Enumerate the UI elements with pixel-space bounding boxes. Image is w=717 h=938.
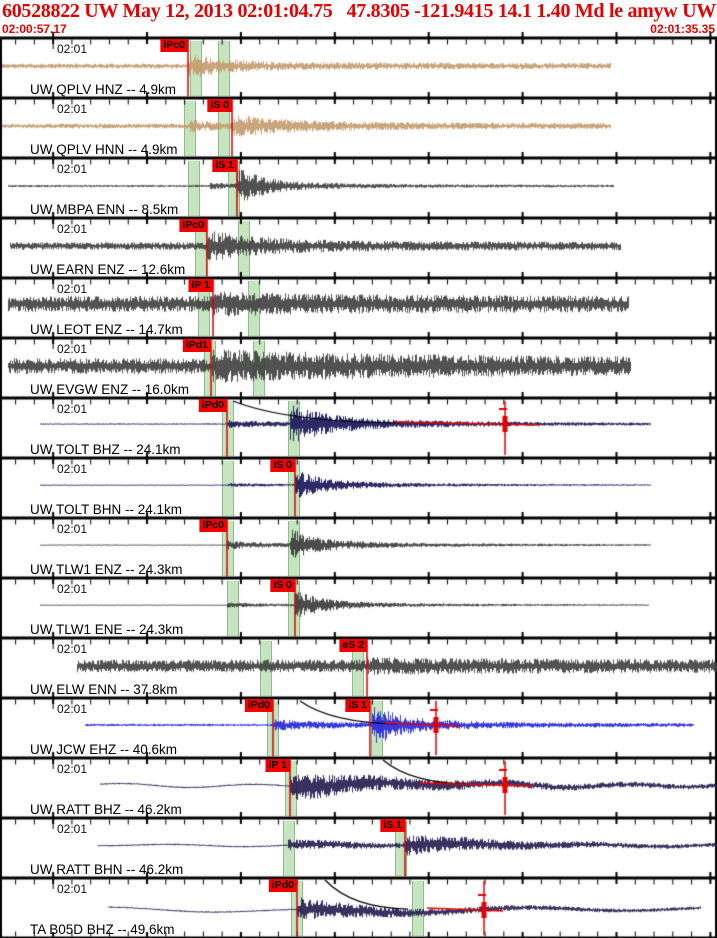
phase-pick-flag[interactable]: iS 1 — [212, 159, 237, 172]
trace-panel[interactable]: 02:01 TA B05D BHZ -- 49.6km iPd0 — [0, 878, 717, 938]
phase-pick-flag[interactable]: iPd0 — [244, 699, 273, 712]
pick-window-highlight — [283, 821, 295, 876]
phase-pick-flag[interactable]: iP 1 — [188, 279, 213, 292]
minute-label: 02:01 — [57, 222, 88, 236]
station-channel-label: UW LEOT ENZ -- 14.7km — [30, 322, 183, 337]
pick-window-highlight — [227, 581, 239, 636]
minute-label: 02:01 — [57, 42, 88, 56]
minute-label: 02:01 — [57, 282, 88, 296]
minute-label: 02:01 — [57, 702, 88, 716]
pick-window-highlight — [248, 281, 260, 336]
station-channel-label: UW QPLV HNN -- 4.9km — [30, 142, 178, 157]
trace-panel[interactable]: 02:01 UW ELW ENN -- 37.8km eS 2 — [0, 638, 717, 698]
pick-window-highlight — [371, 701, 383, 756]
window-end-time: 02:01:35.35 — [650, 22, 715, 36]
minute-label: 02:01 — [57, 642, 88, 656]
phase-pick-flag[interactable]: iPd0 — [198, 399, 227, 412]
phase-pick-flag[interactable]: iS 0 — [270, 579, 295, 592]
phase-pick-flag[interactable]: iP 1 — [265, 759, 290, 772]
window-start-time: 02:00:57.17 — [2, 22, 67, 36]
station-channel-label: UW ELW ENN -- 37.8km — [30, 682, 178, 697]
phase-pick-flag[interactable]: iPc0 — [179, 219, 207, 232]
minute-label: 02:01 — [57, 402, 88, 416]
minute-label: 02:01 — [57, 162, 88, 176]
time-window-row: 02:00:57.17 02:01:35.35 — [0, 22, 717, 37]
minute-label: 02:01 — [57, 882, 88, 896]
phase-pick-flag[interactable]: iPc0 — [160, 39, 188, 52]
phase-pick-flag[interactable]: iPd0 — [268, 879, 297, 892]
station-channel-label: UW TOLT BHZ -- 24.1km — [30, 442, 181, 457]
pick-window-highlight — [288, 521, 300, 576]
phase-pick-flag[interactable]: iS 1 — [345, 699, 370, 712]
pick-window-highlight — [190, 41, 202, 96]
pick-window-highlight — [218, 41, 230, 96]
station-channel-label: UW EARN ENZ -- 12.6km — [30, 262, 186, 277]
phase-pick-flag[interactable]: iPd1 — [182, 339, 211, 352]
pick-window-highlight — [222, 461, 234, 516]
trace-panel[interactable]: 02:01 UW RATT BHZ -- 46.2km iP 1 — [0, 758, 717, 818]
pick-window-highlight — [238, 221, 250, 276]
phase-pick-flag[interactable]: iPc0 — [199, 519, 227, 532]
minute-label: 02:01 — [57, 822, 88, 836]
phase-pick-flag[interactable]: iS 0 — [207, 99, 232, 112]
station-channel-label: UW RATT BHZ -- 46.2km — [30, 802, 182, 817]
pick-window-highlight — [288, 401, 300, 456]
pick-window-highlight — [188, 161, 200, 216]
phase-pick-flag[interactable]: eS 2 — [339, 639, 367, 652]
station-channel-label: TA B05D BHZ -- 49.6km — [30, 922, 175, 937]
trace-panel[interactable]: 02:01 UW TOLT BHN -- 24.1km iS 0 — [0, 458, 717, 518]
station-channel-label: UW EVGW ENZ -- 16.0km — [30, 382, 190, 397]
minute-label: 02:01 — [57, 582, 88, 596]
trace-panel[interactable]: 02:01 UW TOLT BHZ -- 24.1km iPd0 — [0, 398, 717, 458]
station-channel-label: UW TOLT BHN -- 24.1km — [30, 502, 183, 517]
trace-panel[interactable]: 02:01 UW TLW1 ENE -- 24.3km iS 0 — [0, 578, 717, 638]
minute-label: 02:01 — [57, 522, 88, 536]
station-channel-label: UW JCW EHZ -- 40.6km — [30, 742, 177, 757]
trace-panel[interactable]: 02:01 UW TLW1 ENZ -- 24.3km iPc0 — [0, 518, 717, 578]
station-channel-label: UW RATT BHN -- 46.2km — [30, 862, 184, 877]
trace-panel[interactable]: 02:01 UW EARN ENZ -- 12.6km iPc0 — [0, 218, 717, 278]
minute-label: 02:01 — [57, 462, 88, 476]
phase-pick-flag[interactable]: iS 1 — [380, 819, 405, 832]
station-channel-label: UW QPLV HNZ -- 4.9km — [30, 82, 177, 97]
station-channel-label: UW TLW1 ENZ -- 24.3km — [30, 562, 183, 577]
station-channel-label: UW MBPA ENN -- 8.5km — [30, 202, 179, 217]
pick-window-highlight — [253, 341, 265, 396]
trace-panel[interactable]: 02:01 UW LEOT ENZ -- 14.7km iP 1 — [0, 278, 717, 338]
pick-window-highlight — [184, 101, 196, 156]
trace-panel[interactable]: 02:01 UW JCW EHZ -- 40.6km iPd0 iS 1 — [0, 698, 717, 758]
trace-panel[interactable]: 02:01 UW QPLV HNN -- 4.9km iS 0 — [0, 98, 717, 158]
minute-label: 02:01 — [57, 102, 88, 116]
phase-pick-flag[interactable]: iS 0 — [270, 459, 295, 472]
pick-window-highlight — [412, 881, 424, 936]
minute-label: 02:01 — [57, 762, 88, 776]
trace-panel[interactable]: 02:01 UW EVGW ENZ -- 16.0km iPd1 — [0, 338, 717, 398]
trace-panel[interactable]: 02:01 UW RATT BHN -- 46.2km iS 1 — [0, 818, 717, 878]
trace-panel[interactable]: 02:01 UW QPLV HNZ -- 4.9km iPc0 — [0, 38, 717, 98]
trace-panel[interactable]: 02:01 UW MBPA ENN -- 8.5km iS 1 — [0, 158, 717, 218]
minute-label: 02:01 — [57, 342, 88, 356]
event-summary-line: 60528822 UW May 12, 2013 02:01:04.75 47.… — [2, 0, 717, 22]
pick-window-highlight — [260, 641, 272, 696]
station-channel-label: UW TLW1 ENE -- 24.3km — [30, 622, 184, 637]
